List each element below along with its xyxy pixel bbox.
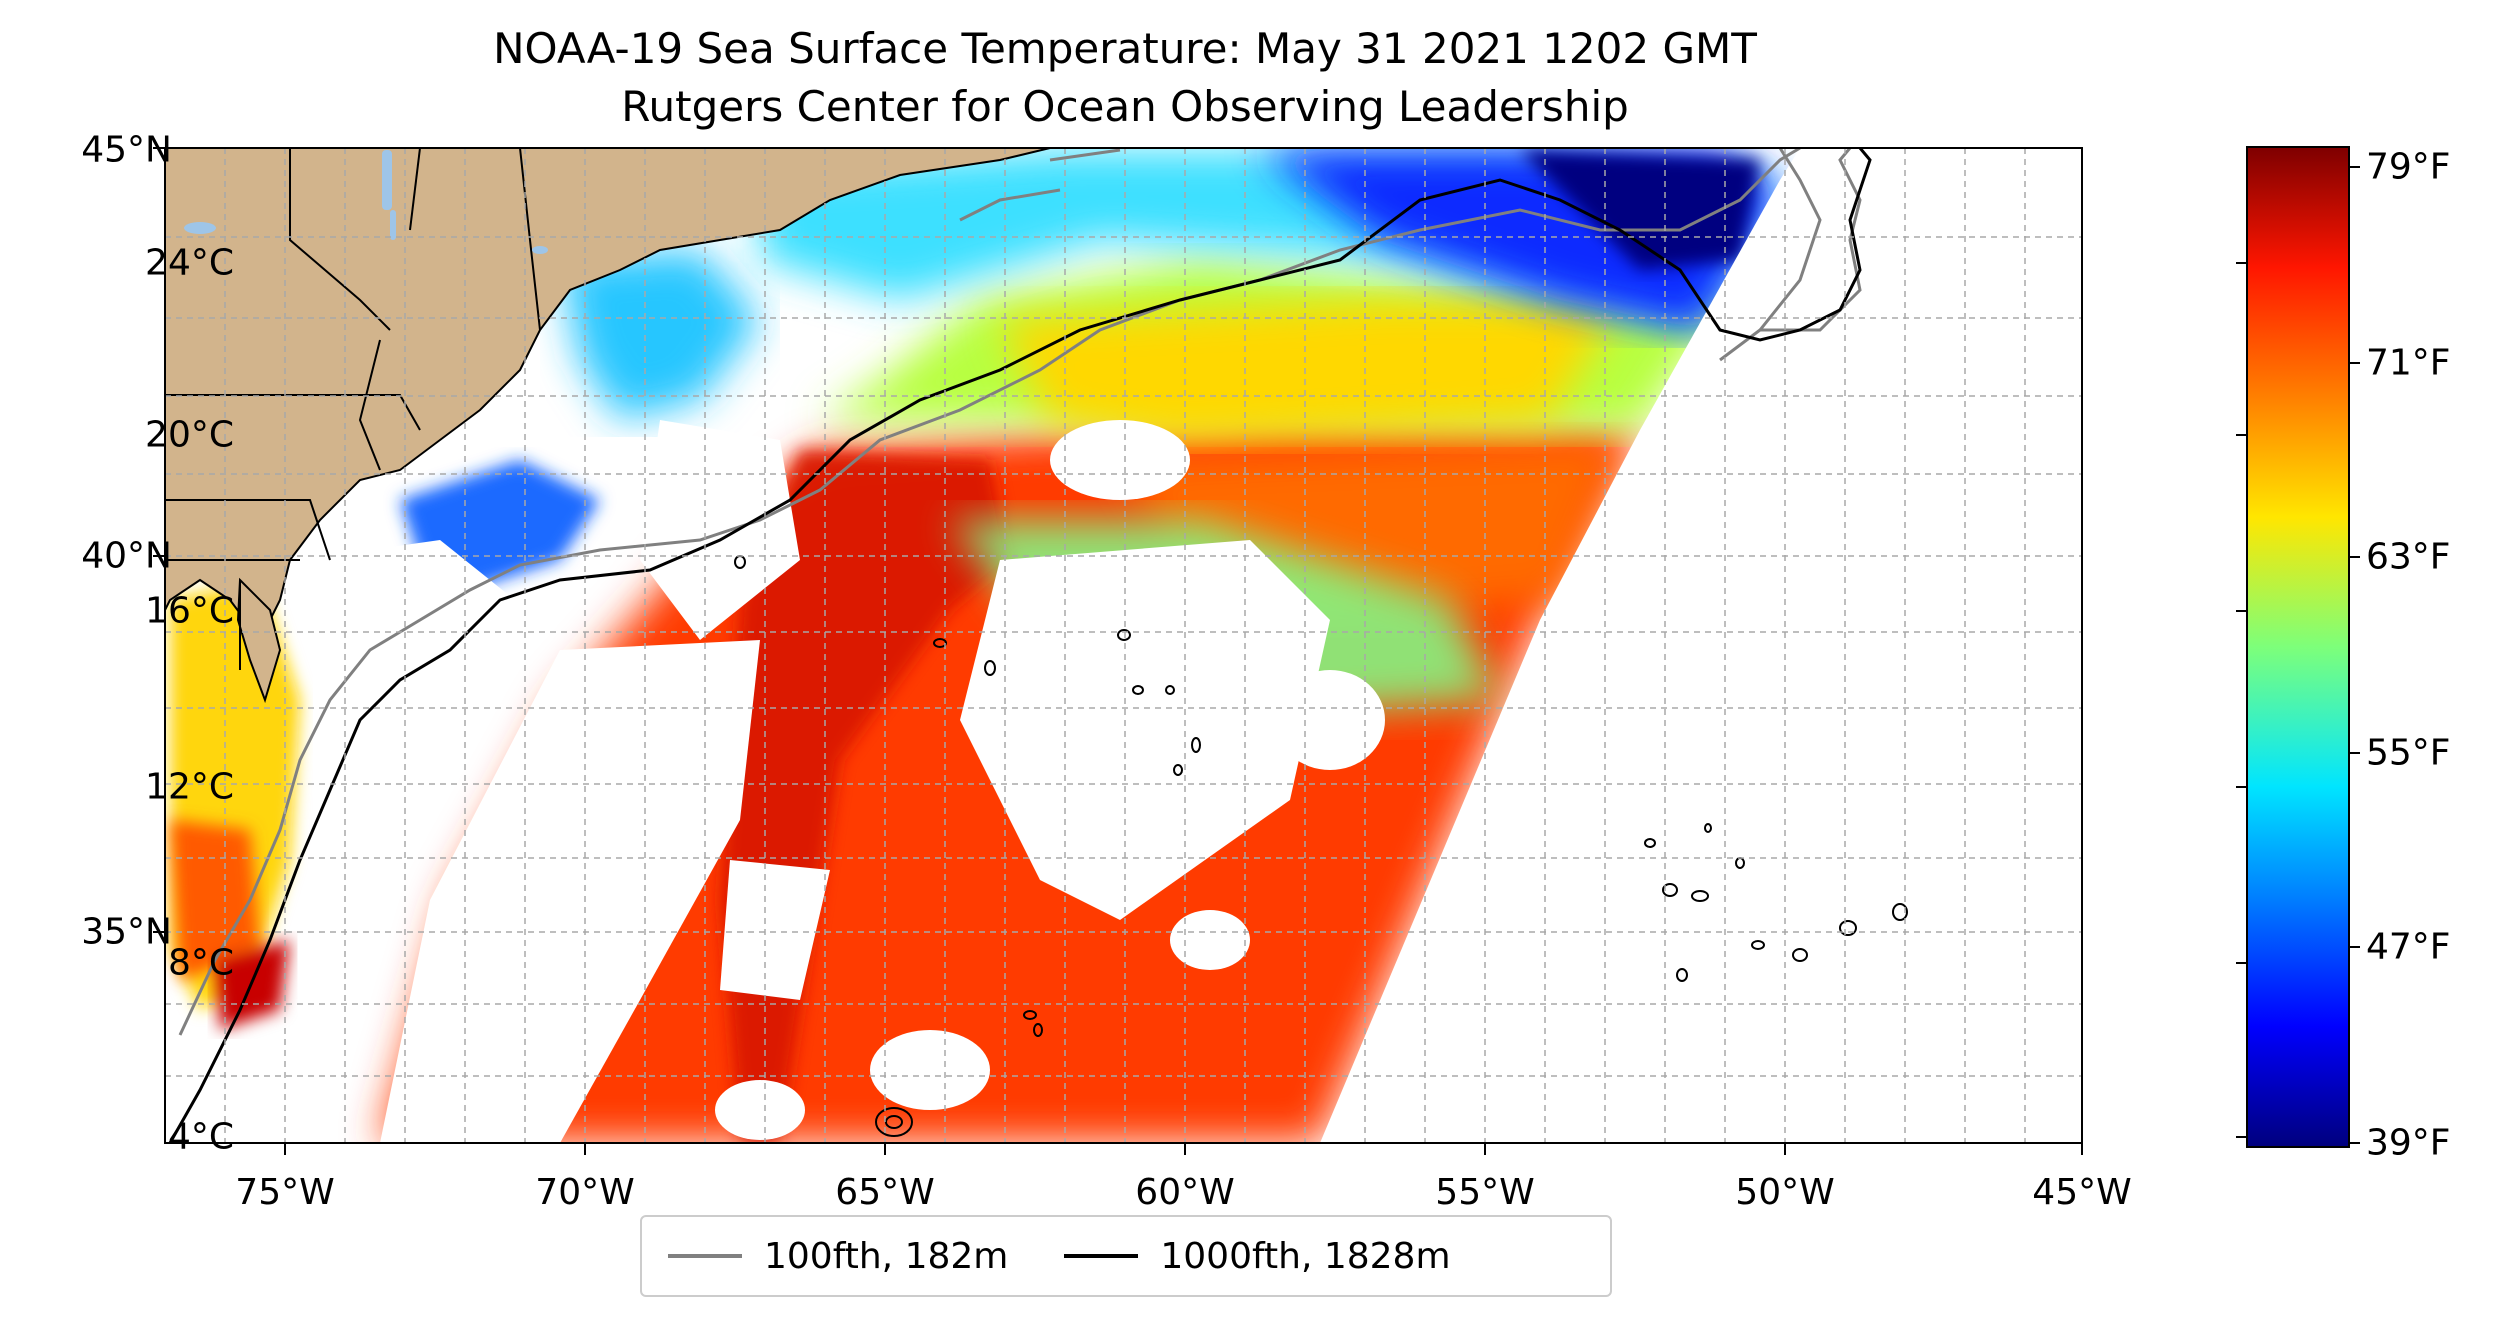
colorbar-c-label-20: 20°C bbox=[145, 414, 234, 456]
lon-label-55w: 55°W bbox=[1435, 1172, 1535, 1213]
legend-label-100fth: 100fth, 182m bbox=[764, 1235, 1009, 1277]
map-title: NOAA-19 Sea Surface Temperature: May 31 … bbox=[493, 24, 1757, 73]
cloud-mask bbox=[300, 148, 2082, 1143]
legend-swatch-gray bbox=[668, 1254, 742, 1258]
inland-water bbox=[184, 150, 548, 254]
lon-label-45w: 45°W bbox=[2032, 1172, 2132, 1213]
colorbar-f-label-39: 39°F bbox=[2366, 1122, 2451, 1164]
colorbar-c-label-12: 12°C bbox=[145, 766, 234, 808]
lat-lon-grid bbox=[165, 148, 2082, 1143]
colorbar-c-label-8: 8°C bbox=[167, 942, 234, 984]
legend-label-1000fth: 1000fth, 1828m bbox=[1160, 1235, 1451, 1277]
colorbar-f-label-71: 71°F bbox=[2366, 342, 2451, 384]
isobath-100fth bbox=[178, 148, 1801, 1036]
lon-label-60w: 60°W bbox=[1135, 1172, 1235, 1213]
colorbar-f-label-47: 47°F bbox=[2366, 926, 2451, 968]
land-mass bbox=[165, 148, 1051, 642]
lat-label-45n: 45°N bbox=[81, 129, 172, 171]
state-borders bbox=[165, 148, 541, 670]
legend-swatch-black bbox=[1064, 1254, 1139, 1258]
isobath-legend: 100fth, 182m 1000fth, 1828m bbox=[640, 1215, 1612, 1297]
legend-item-1000fth: 1000fth, 1828m bbox=[1064, 1235, 1451, 1277]
lon-label-70w: 70°W bbox=[535, 1172, 635, 1213]
lon-label-65w: 65°W bbox=[835, 1172, 935, 1213]
colorbar-f-label-55: 55°F bbox=[2366, 732, 2451, 774]
colorbar-c-label-24: 24°C bbox=[145, 242, 234, 284]
lon-label-75w: 75°W bbox=[235, 1172, 335, 1213]
lat-label-40n: 40°N bbox=[81, 535, 172, 577]
isobath-100fth-georges bbox=[959, 148, 1121, 222]
colorbar-f-label-63: 63°F bbox=[2366, 536, 2451, 578]
colorbar-c-label-4: 4°C bbox=[167, 1116, 234, 1158]
lon-label-50w: 50°W bbox=[1735, 1172, 1835, 1213]
temperature-colorbar bbox=[2246, 146, 2350, 1148]
lat-label-35n: 35°N bbox=[81, 911, 172, 953]
isobath-100fth-grandbanks bbox=[1719, 148, 1862, 362]
colorbar-f-label-79: 79°F bbox=[2366, 146, 2451, 188]
legend-item-100fth: 100fth, 182m bbox=[668, 1236, 1008, 1277]
map-frame bbox=[164, 147, 2083, 1144]
map-subtitle: Rutgers Center for Ocean Observing Leade… bbox=[621, 82, 1629, 131]
colorbar-c-label-16: 16°C bbox=[145, 590, 234, 632]
axis-ticks bbox=[153, 147, 2083, 1155]
delmarva-land bbox=[236, 577, 282, 704]
